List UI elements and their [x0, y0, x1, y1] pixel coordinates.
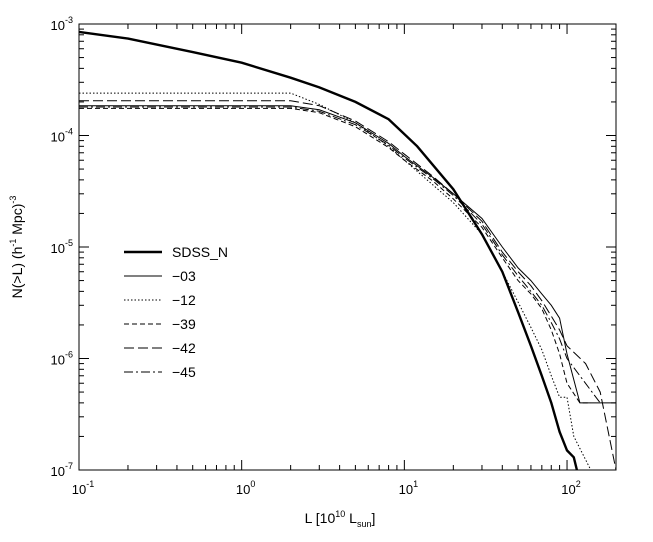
x-axis-label: L [1010 Lsun] — [305, 509, 376, 529]
series-line-3 — [79, 92, 596, 471]
series-line-5 — [79, 100, 617, 471]
series-line-6 — [79, 106, 601, 404]
y-tick-label: 10-3 — [51, 15, 73, 33]
legend-label: −45 — [172, 364, 196, 380]
legend-label: −39 — [172, 316, 196, 332]
series-line-4 — [79, 107, 591, 404]
tick-labels: 10-1 100 101 102 10-7 10-6 10-5 10-4 10-3 — [51, 15, 581, 497]
y-tick-label: 10-6 — [51, 350, 73, 368]
x-tick-label: 10-1 — [72, 479, 94, 497]
axis-ticks — [78, 24, 617, 471]
x-tick-label: 102 — [561, 479, 580, 497]
legend-label: −42 — [172, 340, 196, 356]
legend-label: −12 — [172, 292, 196, 308]
y-tick-label: 10-5 — [51, 238, 73, 256]
series-line-1 — [78, 30, 579, 471]
series-line-2 — [79, 105, 616, 404]
x-tick-label: 101 — [399, 479, 418, 497]
legend: SDSS_N −03 −12 −39 −42 −45 — [124, 244, 228, 380]
legend-label: SDSS_N — [172, 244, 228, 260]
y-tick-label: 10-4 — [51, 127, 73, 145]
y-tick-label: 10-7 — [51, 461, 73, 479]
x-tick-label: 100 — [236, 479, 255, 497]
plot-frame — [78, 23, 617, 471]
y-axis-label: N(>L) (h-1 Mpc)-3 — [8, 196, 25, 299]
legend-label: −03 — [172, 268, 196, 284]
series-group — [78, 30, 617, 471]
